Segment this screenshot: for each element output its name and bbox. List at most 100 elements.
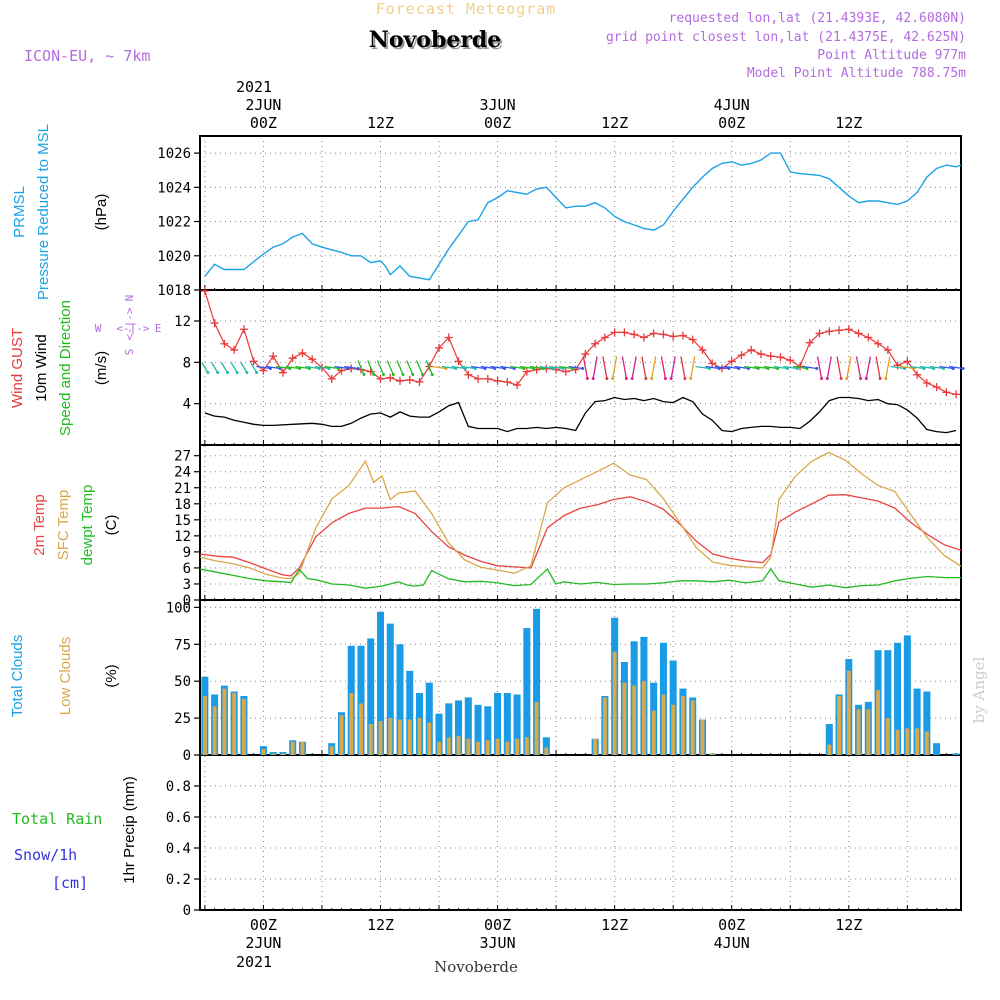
total-cloud-bar — [533, 608, 541, 755]
y-tick-label: 18 — [174, 497, 191, 513]
wind-arrow — [568, 365, 583, 370]
y-tick-label: 24 — [174, 465, 191, 481]
top-noon-label: 12Z — [367, 114, 394, 132]
gust-marker — [230, 345, 239, 354]
bottom-noon-label: 12Z — [835, 916, 862, 934]
wind-arrow — [230, 362, 238, 373]
wind-arrow — [396, 360, 404, 375]
total-cloud-bar — [406, 670, 414, 755]
low-cloud-bar — [427, 722, 432, 755]
y-tick-label: 1018 — [157, 283, 191, 299]
low-cloud-bar — [593, 738, 598, 755]
wind-arrow — [865, 356, 871, 379]
wind-arrow-head — [206, 371, 210, 374]
y-tick-label: 100 — [166, 600, 191, 616]
wind-arrow — [480, 365, 495, 370]
precip-label-rain: Total Rain — [12, 810, 102, 828]
wind-arrow — [910, 365, 925, 370]
low-cloud-bar — [827, 744, 832, 755]
low-cloud-bar — [680, 695, 685, 755]
low-cloud-bar — [232, 693, 237, 755]
wind-arrow — [367, 360, 375, 375]
footer-location: Novoberde — [434, 958, 518, 976]
bottom-day-label: 4JUN — [714, 934, 750, 952]
wind-arrow — [490, 365, 505, 370]
gust-marker — [659, 330, 668, 339]
low-cloud-bar — [271, 753, 276, 755]
y-tick-label: 1020 — [157, 249, 191, 265]
gust-marker — [464, 370, 473, 379]
wind-arrow-head — [650, 377, 654, 380]
wind-arrow — [357, 360, 365, 375]
clouds-label-total: Total Clouds — [9, 635, 26, 718]
wind-label-gust: Wind GUST — [9, 328, 26, 408]
low-cloud-bar — [261, 749, 266, 755]
low-cloud-bar — [280, 753, 285, 755]
wind-arrow — [250, 362, 258, 373]
gust-marker — [708, 359, 717, 368]
gust-marker — [854, 329, 863, 338]
gust-markers — [200, 287, 961, 399]
total-cloud-bar — [894, 642, 902, 755]
watermark: by Angel — [970, 656, 988, 723]
temp-line-0 — [200, 494, 961, 577]
wind-arrow — [425, 360, 433, 375]
wind-arrow — [621, 356, 628, 379]
pressure-line — [204, 152, 961, 281]
low-cloud-bar — [446, 737, 451, 755]
panel-frame-temp — [199, 444, 962, 601]
total-cloud-bar — [494, 693, 502, 755]
low-cloud-bar — [417, 718, 422, 755]
total-cloud-bar — [425, 682, 433, 755]
total-cloud-bar — [455, 700, 463, 755]
compass-ew-arrow: <-|-> — [116, 322, 149, 335]
gust-marker — [210, 319, 219, 328]
total-cloud-bar — [825, 724, 833, 755]
wind-arrow — [890, 365, 905, 370]
gust-marker — [454, 357, 463, 366]
y-tick-label: 6 — [183, 561, 191, 577]
gust-marker — [903, 357, 912, 366]
gust-marker — [269, 352, 278, 361]
gust-marker — [298, 349, 307, 358]
point-altitude: Point Altitude 977m — [817, 48, 966, 63]
y-tick-label: 25 — [174, 711, 191, 727]
wind-arrow — [376, 360, 385, 375]
temp-label-unit: (C) — [103, 515, 120, 536]
bottom-noon-label: 12Z — [367, 916, 394, 934]
gust-marker — [678, 331, 687, 340]
wind-arrow-head — [859, 377, 863, 380]
low-cloud-bar — [329, 746, 334, 755]
wind-arrow-head — [683, 377, 687, 380]
wind-arrow — [314, 365, 330, 370]
gust-marker — [493, 376, 502, 385]
total-cloud-bar — [933, 743, 941, 755]
low-cloud-bar — [544, 747, 549, 755]
low-cloud-bar — [407, 719, 412, 755]
cloud-bars — [201, 608, 960, 755]
wind-arrow-head — [820, 377, 824, 380]
pressure-label-prmsl: PRMSL — [11, 186, 28, 238]
wind-arrow — [631, 356, 637, 379]
y-tick-label: 4 — [183, 397, 191, 413]
y-tick-label: 0 — [183, 593, 191, 609]
y-tick-label: 75 — [174, 637, 191, 653]
wind-label-10m: 10m Wind — [33, 334, 50, 402]
wind-arrow — [509, 365, 525, 370]
wind-arrow — [836, 356, 842, 379]
total-cloud-bar — [396, 644, 404, 755]
low-cloud-bar — [495, 738, 500, 755]
y-tick-label: 50 — [174, 674, 191, 690]
wind-arrow — [324, 365, 339, 370]
wind-arrow — [558, 365, 573, 370]
low-cloud-bar — [368, 724, 373, 755]
low-cloud-bar — [856, 709, 861, 755]
wind-arrow-head — [381, 373, 385, 376]
y-tick-label: 0 — [183, 903, 191, 919]
low-cloud-bar — [349, 693, 354, 755]
wind-arrow — [773, 365, 788, 370]
wind-arrow — [612, 356, 618, 379]
wind-arrow — [846, 356, 852, 379]
